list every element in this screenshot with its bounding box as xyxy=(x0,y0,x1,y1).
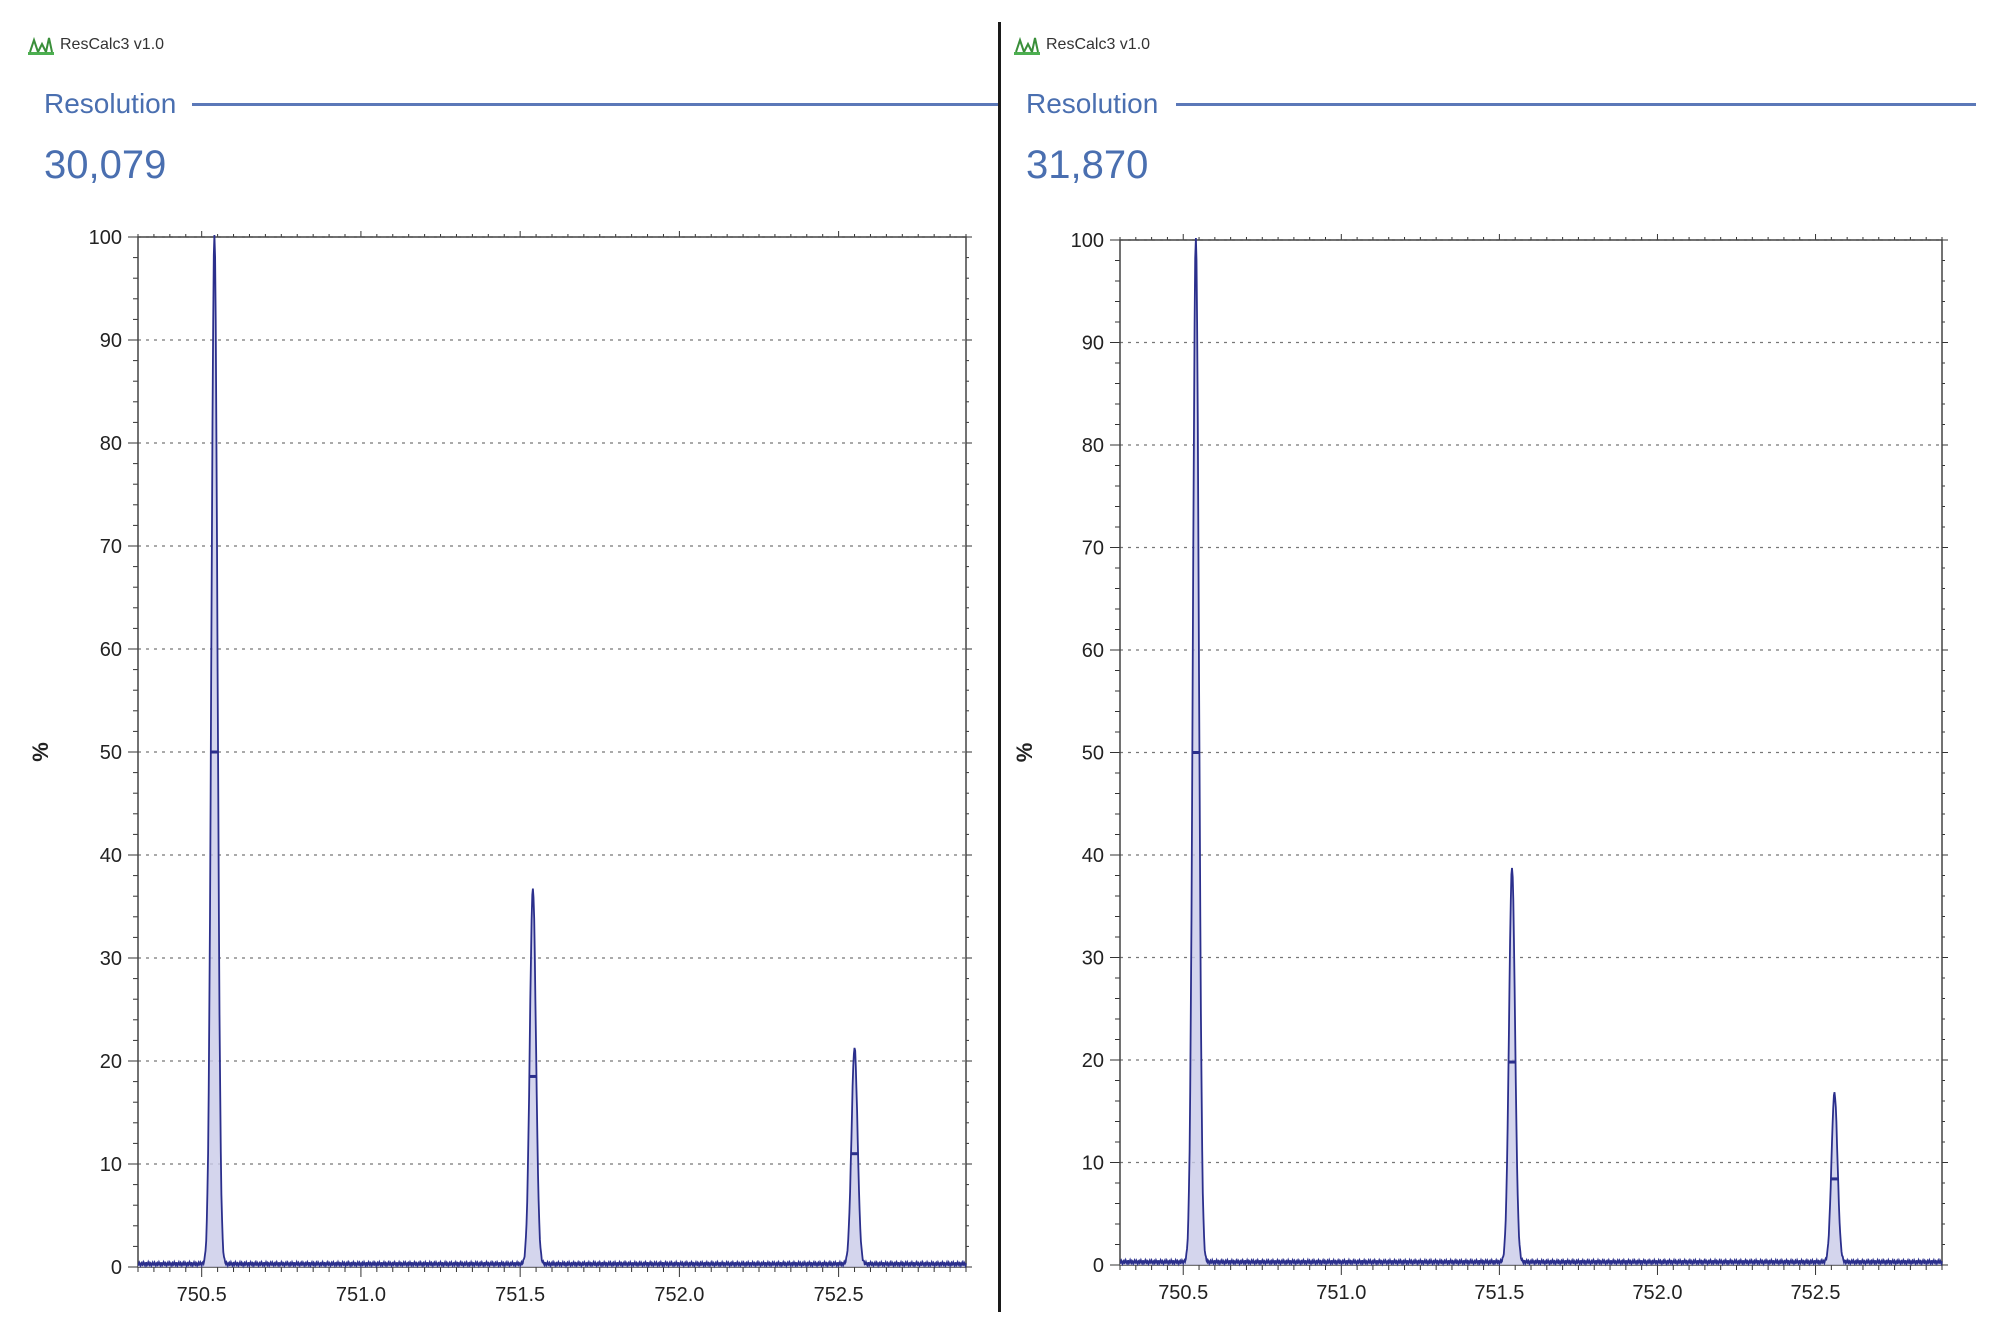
app-icon xyxy=(28,36,54,55)
y-tick-label: 60 xyxy=(100,639,122,661)
y-tick-label: 90 xyxy=(100,330,122,352)
x-tick-label: 751.0 xyxy=(336,1284,386,1306)
y-tick-label: 70 xyxy=(100,536,122,558)
y-tick-label: 70 xyxy=(1082,538,1104,560)
y-tick-label: 90 xyxy=(1082,333,1104,355)
y-axis-title: % xyxy=(28,742,53,762)
y-tick-label: 20 xyxy=(100,1051,122,1073)
app-title-bar: ResCalc3 v1.0 xyxy=(28,34,164,56)
app-title: ResCalc3 v1.0 xyxy=(60,36,165,53)
y-axis-title: % xyxy=(1012,743,1037,763)
y-tick-label: 80 xyxy=(1082,435,1104,457)
y-tick-label: 40 xyxy=(100,845,122,867)
x-tick-label: 751.0 xyxy=(1316,1282,1366,1304)
plot-frame xyxy=(137,236,967,1268)
y-tick-label: 30 xyxy=(1082,948,1104,970)
y-tick-label: 100 xyxy=(89,227,122,249)
resolution-rule xyxy=(192,103,998,106)
resolution-value: 31,870 xyxy=(1026,143,1149,187)
x-tick-label: 752.0 xyxy=(1632,1282,1682,1304)
spectrum-trace xyxy=(137,234,967,1269)
x-tick-label: 751.5 xyxy=(1474,1282,1524,1304)
y-tick-label: 20 xyxy=(1082,1050,1104,1072)
panel-right: ResCalc3 v1.0 Resolution 31,870 0 10 20 30 4… xyxy=(1000,0,2000,1333)
y-tick-label: 0 xyxy=(111,1257,122,1279)
y-tick-label: 0 xyxy=(1093,1255,1104,1277)
y-tick-label: 50 xyxy=(100,742,122,764)
x-tick-label: 750.5 xyxy=(1158,1282,1208,1304)
resolution-rule xyxy=(1176,103,1976,106)
app-title: ResCalc3 v1.0 xyxy=(1046,36,1151,53)
resolution-value: 30,079 xyxy=(44,143,167,187)
y-tick-label: 60 xyxy=(1082,640,1104,662)
mass-spectrum-chart-right: 0 10 20 30 40 50 60 70 80 90 100 750.5 751.0 751.5 752… xyxy=(1012,230,1948,1304)
resolution-label: Resolution xyxy=(44,88,177,119)
app-title-bar: ResCalc3 v1.0 xyxy=(1014,34,1150,56)
y-tick-label: 10 xyxy=(1082,1153,1104,1175)
mass-spectrum-chart-left: 0 10 20 30 40 50 60 70 80 90 100 750.5 751.0 751.5 752… xyxy=(28,227,972,1306)
y-tick-label: 40 xyxy=(1082,845,1104,867)
x-tick-label: 752.5 xyxy=(1791,1282,1841,1304)
spectrum-fill xyxy=(138,235,966,1267)
resolution-label: Resolution xyxy=(1026,88,1159,119)
y-tick-label: 50 xyxy=(1082,743,1104,765)
x-tick-label: 752.0 xyxy=(654,1284,704,1306)
y-tick-label: 10 xyxy=(100,1154,122,1176)
y-tick-label: 30 xyxy=(100,948,122,970)
y-tick-label: 100 xyxy=(1071,230,1104,252)
y-tick-label: 80 xyxy=(100,433,122,455)
spectrum-fill xyxy=(1120,238,1942,1265)
x-tick-label: 752.5 xyxy=(814,1284,864,1306)
panel-left: ResCalc3 v1.0 Resolution 30,079 0 10 20 30 4… xyxy=(28,34,998,1306)
x-tick-label: 750.5 xyxy=(177,1284,227,1306)
spectrum-trace xyxy=(1119,237,1943,1267)
x-tick-label: 751.5 xyxy=(495,1284,545,1306)
panel-divider xyxy=(998,22,1001,1312)
app-icon xyxy=(1014,36,1040,55)
